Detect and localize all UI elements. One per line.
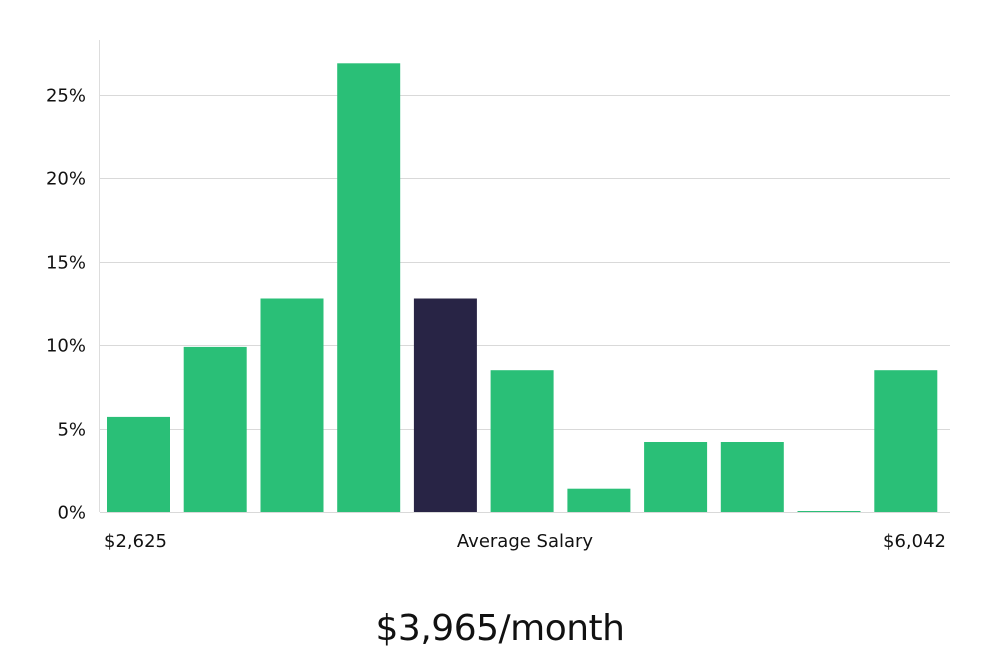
bar (797, 511, 861, 512)
bar (183, 346, 247, 512)
x-min-label: $2,625 (104, 531, 167, 552)
average-salary-headline: $3,965/month (375, 608, 625, 649)
x-max-label: $6,042 (883, 531, 946, 552)
y-tick-label: 15% (46, 253, 86, 274)
bar (874, 370, 938, 512)
y-tick-label: 20% (46, 169, 86, 190)
y-tick-label: 25% (46, 86, 86, 107)
bar (107, 416, 170, 512)
x-center-label: Average Salary (457, 531, 594, 552)
bar (644, 442, 708, 512)
bar-highlighted (413, 298, 477, 512)
y-tick-label: 10% (46, 336, 86, 357)
y-tick-label: 5% (57, 420, 86, 441)
salary-distribution-chart: 0% 5% 10% 15% 20% 25% $2,625 Average Salary $… (46, 40, 950, 552)
bar (337, 63, 401, 513)
bar (567, 488, 631, 512)
bar (490, 370, 554, 512)
bar (260, 298, 324, 512)
y-tick-label: 0% (57, 503, 86, 524)
bar (720, 442, 784, 512)
y-tick-labels: 0% 5% 10% 15% 20% 25% (46, 86, 86, 524)
bars (107, 63, 938, 513)
